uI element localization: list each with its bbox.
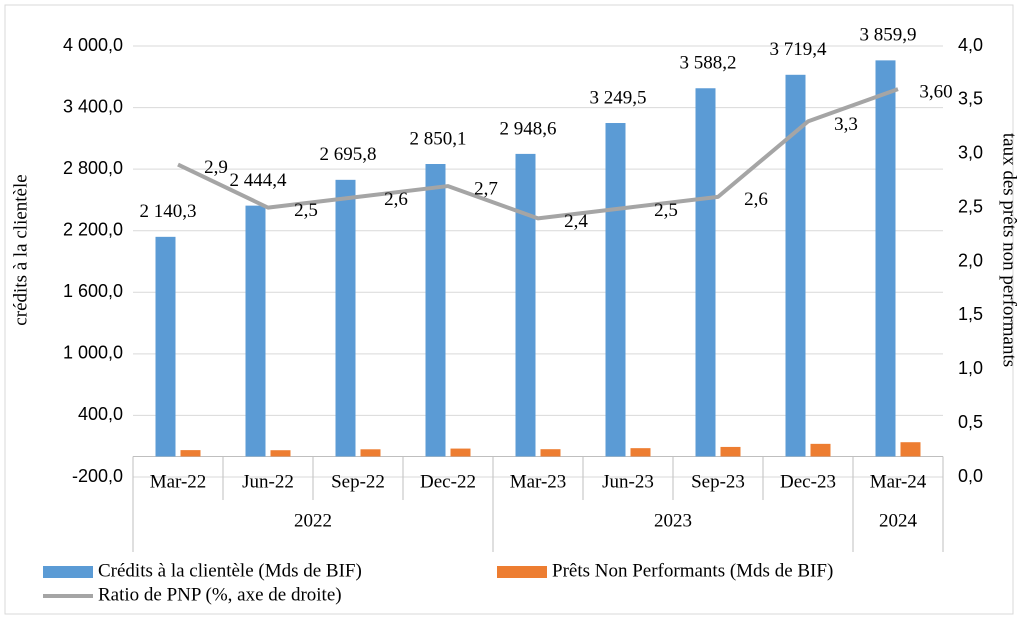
line [177, 87, 899, 221]
y2-axis-title: taux des prêts non performants [999, 133, 1019, 367]
bar [875, 60, 896, 457]
x-tick-label: Sep-22 [331, 471, 385, 492]
legend-label: Crédits à la clientèle (Mds de BIF) [98, 560, 362, 581]
data-label: 3 588,2 [680, 53, 737, 74]
bar [720, 446, 741, 457]
data-label: 3 249,5 [590, 87, 647, 108]
bar [540, 449, 561, 457]
bar [605, 123, 626, 457]
bar [450, 448, 471, 457]
bar [515, 153, 536, 457]
data-label: 3,60 [919, 81, 952, 102]
data-label: 2,9 [204, 157, 228, 178]
data-label: 2,4 [564, 211, 588, 232]
y2-tick-label: 1,5 [958, 304, 983, 324]
y2-tick-label: 2,5 [958, 196, 983, 216]
x-tick-label: Mar-23 [510, 471, 567, 492]
bar [335, 179, 356, 457]
bar [270, 450, 291, 457]
x-tick-label: Mar-24 [870, 471, 927, 492]
x-tick-label: Dec-23 [780, 471, 836, 492]
legend-swatch [497, 566, 547, 578]
bar [810, 443, 831, 457]
y-axis-title: crédits à la clientèle [10, 174, 31, 325]
bar [360, 449, 381, 457]
x-group-label: 2024 [879, 510, 918, 531]
data-label: 2,5 [654, 200, 678, 221]
bar [630, 448, 651, 457]
x-tick-label: Jun-22 [242, 471, 294, 492]
y-tick-label: 3 400,0 [63, 96, 123, 116]
bar [180, 450, 201, 457]
y-tick-label: 4 000,0 [63, 35, 123, 55]
data-label: 2 948,6 [500, 118, 557, 139]
y2-tick-label: 2,0 [958, 250, 983, 270]
y2-tick-label: 0,5 [958, 412, 983, 432]
data-label: 2,7 [474, 178, 498, 199]
x-group-label: 2023 [654, 510, 692, 531]
data-label: 2 140,3 [140, 201, 197, 222]
bar [425, 164, 446, 457]
bar [245, 205, 266, 457]
y-tick-label: 1 600,0 [63, 281, 123, 301]
y2-tick-label: 4,0 [958, 35, 983, 55]
legend-label: Ratio de PNP (%, axe de droite) [98, 584, 342, 605]
x-group-label: 2022 [294, 510, 332, 531]
data-label: 2,6 [744, 189, 768, 210]
bar [695, 88, 716, 457]
legend-label: Prêts Non Performants (Mds de BIF) [552, 560, 833, 581]
data-label: 2,5 [294, 200, 318, 221]
x-tick-label: Sep-23 [691, 471, 745, 492]
data-label: 2 850,1 [410, 128, 467, 149]
bar [900, 442, 921, 457]
y-tick-label: -200,0 [72, 466, 123, 486]
y-tick-label: 2 200,0 [63, 219, 123, 239]
data-label: 2 695,8 [320, 144, 377, 165]
data-label: 3 719,4 [770, 39, 828, 60]
data-label: 3,3 [834, 114, 858, 135]
y2-tick-label: 0,0 [958, 466, 983, 486]
y-tick-label: 2 800,0 [63, 158, 123, 178]
y-tick-label: 400,0 [78, 404, 123, 424]
data-label: 3 859,9 [860, 25, 917, 46]
bar [785, 74, 806, 457]
x-tick-label: Dec-22 [420, 471, 476, 492]
y2-tick-label: 3,0 [958, 143, 983, 163]
x-tick-label: Jun-23 [602, 471, 654, 492]
x-tick-label: Mar-22 [150, 471, 207, 492]
data-label: 2,6 [384, 189, 408, 210]
y2-tick-label: 1,0 [958, 358, 983, 378]
y2-tick-label: 3,5 [958, 89, 983, 109]
bar [155, 236, 176, 457]
legend-swatch [43, 566, 93, 578]
y-tick-label: 1 000,0 [63, 343, 123, 363]
data-label: 2 444,4 [230, 170, 288, 191]
